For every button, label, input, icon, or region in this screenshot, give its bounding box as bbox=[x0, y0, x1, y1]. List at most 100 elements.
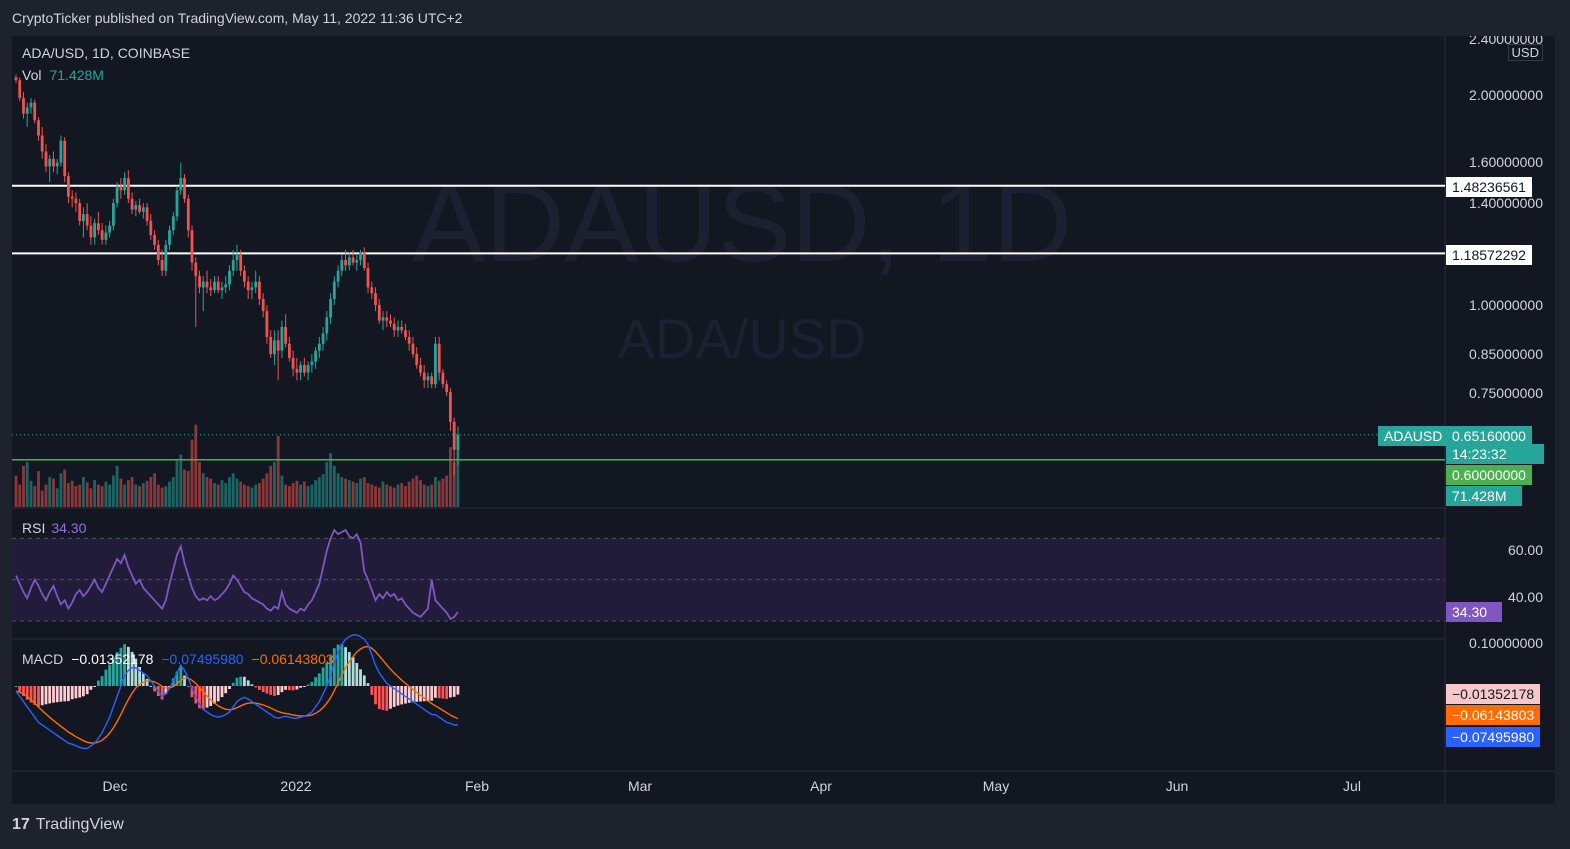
macd-hist-bar bbox=[269, 686, 273, 695]
macd-hist-bar bbox=[44, 686, 48, 705]
volume-bar bbox=[291, 483, 295, 507]
macd-hist-bar bbox=[385, 686, 389, 711]
chart-canvas[interactable]: ADAUSD, 1D ADA/USD bbox=[12, 36, 1555, 804]
candle-body bbox=[374, 293, 377, 305]
candle-body bbox=[25, 107, 29, 114]
rsi-tag[interactable]: 34.30 bbox=[1446, 602, 1502, 622]
level-tag-1[interactable]: 1.48236561 bbox=[1446, 177, 1532, 197]
volume-bar bbox=[231, 473, 235, 507]
price-label-1-60: 1.60000000 bbox=[1469, 154, 1543, 170]
macd-hist-bar bbox=[33, 686, 37, 705]
level-tag-3[interactable]: 0.60000000 bbox=[1446, 465, 1532, 485]
currency-label[interactable]: USD bbox=[1507, 44, 1543, 61]
volume-bar bbox=[239, 481, 243, 507]
volume-bar bbox=[426, 486, 430, 507]
candle-body bbox=[186, 198, 190, 231]
volume-bar bbox=[141, 483, 145, 507]
candle-body bbox=[381, 317, 385, 321]
volume-bar bbox=[100, 486, 104, 507]
tradingview-logo-icon[interactable]: 17 bbox=[12, 816, 30, 833]
symbol-title[interactable]: ADA/USD, 1D, COINBASE bbox=[22, 45, 191, 61]
macd-hist-bar bbox=[123, 644, 126, 686]
macd-hist-bar bbox=[258, 686, 261, 690]
macd-hist-bar bbox=[149, 685, 153, 687]
footer-brand[interactable]: TradingView bbox=[35, 816, 124, 833]
candle-body bbox=[243, 270, 246, 282]
candle-body bbox=[389, 320, 392, 324]
macd-hist-bar bbox=[332, 648, 336, 686]
symbol-legend[interactable]: ADA/USD, 1D, COINBASE bbox=[22, 45, 190, 61]
volume-bar bbox=[104, 481, 108, 507]
candle-body bbox=[280, 327, 284, 351]
macd-hist-bar bbox=[295, 686, 299, 690]
last-price-symbol-tag[interactable]: ADAUSD bbox=[1378, 426, 1449, 446]
volume-bar bbox=[415, 475, 419, 507]
volume-legend[interactable]: Vol 71.428M bbox=[22, 67, 104, 83]
volume-bar bbox=[78, 484, 82, 507]
candle-body bbox=[325, 317, 329, 334]
macd-hist-bar bbox=[374, 686, 377, 705]
footer: 17 TradingView bbox=[12, 816, 124, 834]
volume-bar bbox=[115, 465, 119, 507]
macd-hist-bar bbox=[198, 686, 201, 709]
candle-body bbox=[93, 223, 96, 238]
volume-bar bbox=[392, 487, 396, 507]
macd-hist-bar bbox=[119, 647, 123, 686]
candle-body bbox=[284, 327, 287, 344]
candle-body bbox=[145, 207, 149, 221]
macd-hist-bar bbox=[422, 686, 426, 702]
volume-bar bbox=[325, 462, 329, 507]
macd-hist-bar bbox=[321, 667, 325, 686]
candle-body bbox=[261, 299, 265, 312]
macd-hist-bar bbox=[299, 686, 302, 688]
candle-body bbox=[426, 376, 430, 381]
volume-bar bbox=[385, 484, 389, 507]
macd-hist-bar bbox=[29, 686, 33, 703]
macd-hist-bar bbox=[194, 686, 198, 704]
volume-bar bbox=[179, 454, 183, 507]
macd-hist-bar bbox=[284, 686, 287, 690]
volume-bar bbox=[186, 471, 190, 507]
volume-bar bbox=[74, 486, 78, 507]
macd-hist-bar bbox=[303, 686, 306, 687]
level-tag-2[interactable]: 1.18572292 bbox=[1446, 245, 1532, 265]
macd-hist-bar bbox=[74, 686, 78, 699]
volume-bar bbox=[89, 488, 93, 507]
candle-body bbox=[430, 376, 434, 385]
candle-body bbox=[258, 281, 261, 299]
time-label-feb: Feb bbox=[464, 778, 490, 794]
macd-hist-bar bbox=[415, 686, 419, 702]
macd-hist-bar bbox=[340, 644, 344, 686]
volume-bar bbox=[190, 439, 194, 507]
macd-hist-bar bbox=[209, 686, 213, 706]
macd-hist-bar bbox=[108, 664, 111, 686]
candle-body bbox=[254, 281, 258, 288]
macd-line-tag[interactable]: −0.07495980 bbox=[1446, 727, 1541, 747]
last-price-tag[interactable]: 0.65160000 bbox=[1446, 426, 1532, 446]
candle-body bbox=[52, 158, 55, 167]
macd-hist-bar bbox=[48, 686, 52, 704]
volume-bar bbox=[340, 477, 344, 507]
chart-area[interactable]: ADAUSD, 1D ADA/USD ADA/USD, 1D, COINBASE … bbox=[12, 36, 1555, 804]
candle-body bbox=[347, 257, 351, 266]
volume-bar bbox=[332, 465, 336, 507]
price-label-0-75: 0.75000000 bbox=[1469, 385, 1543, 401]
volume-bar bbox=[449, 447, 452, 507]
macd-hist-bar bbox=[141, 673, 145, 686]
macd-hist-bar bbox=[452, 686, 456, 697]
macd-legend[interactable]: MACD −0.01352178 −0.07495980 −0.06143803 bbox=[22, 651, 334, 667]
volume-bar bbox=[437, 480, 441, 507]
macd-hist-tag[interactable]: −0.01352178 bbox=[1446, 684, 1541, 704]
price-label-1-40: 1.40000000 bbox=[1469, 195, 1543, 211]
volume-bar bbox=[243, 484, 246, 507]
macd-hist-bar bbox=[377, 686, 381, 710]
macd-signal-tag[interactable]: −0.06143803 bbox=[1446, 705, 1541, 725]
volume-bar bbox=[175, 460, 179, 507]
rsi-legend[interactable]: RSI 34.30 bbox=[22, 520, 86, 536]
volume-bar bbox=[149, 477, 153, 507]
rsi-line bbox=[15, 528, 459, 621]
volume-bar bbox=[44, 484, 48, 507]
volume-bar bbox=[370, 484, 374, 507]
macd-hist-bar bbox=[70, 686, 74, 700]
volume-bar bbox=[381, 481, 385, 507]
